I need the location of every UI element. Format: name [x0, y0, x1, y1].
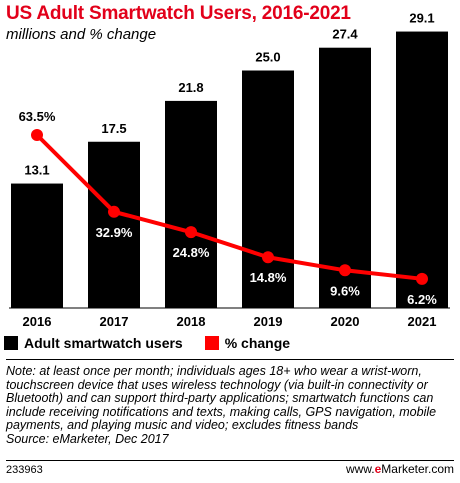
bar-label-2019: 25.0 — [255, 50, 280, 65]
x-tick-2017: 2017 — [100, 314, 129, 329]
bar-label-2018: 21.8 — [178, 80, 203, 95]
chart-legend: Adult smartwatch users % change — [4, 335, 312, 351]
bar-label-2021: 29.1 — [409, 11, 434, 26]
x-tick-2020: 2020 — [331, 314, 360, 329]
brand-prefix: www. — [345, 462, 375, 476]
legend-label-users: Adult smartwatch users — [24, 335, 183, 351]
chart-id: 233963 — [6, 464, 43, 476]
combo-chart: 13.1 2016 17.5 2017 21.8 2018 25.0 2019 27.4 2020… — [9, 11, 450, 329]
point-2018 — [185, 226, 197, 239]
brand-logo: www.eMarketer.com — [346, 462, 454, 476]
chart-subtitle: millions and % change — [6, 26, 157, 43]
line-label-2020: 9.6% — [330, 283, 360, 298]
legend-item-change: % change — [204, 335, 291, 351]
point-2020 — [339, 264, 351, 277]
brand-name: Marketer — [381, 462, 428, 476]
line-label-2018: 24.8% — [173, 245, 210, 260]
bar-label-2016: 13.1 — [24, 163, 49, 178]
x-tick-2016: 2016 — [23, 314, 52, 329]
x-tick-2019: 2019 — [254, 314, 283, 329]
bar-label-2020: 27.4 — [332, 27, 358, 42]
footer-divider — [6, 460, 454, 461]
point-2021 — [416, 272, 428, 285]
line-label-2021: 6.2% — [407, 292, 437, 307]
line-label-2016: 63.5% — [19, 109, 56, 124]
pct-change-line — [35, 133, 423, 281]
brand-e: e — [374, 462, 382, 476]
chart-title: US Adult Smartwatch Users, 2016-2021 — [6, 3, 351, 24]
legend-swatch-users — [4, 336, 18, 350]
bar-2019 — [242, 70, 294, 308]
x-tick-2018: 2018 — [177, 314, 206, 329]
source-text: Source: eMarketer, Dec 2017 — [6, 431, 169, 446]
x-tick-2021: 2021 — [408, 314, 437, 329]
footnote: Note: at least once per month; individua… — [6, 364, 454, 447]
note-text: Note: at least once per month; individua… — [6, 364, 437, 433]
divider — [6, 359, 454, 360]
line-label-2019: 14.8% — [250, 270, 287, 285]
bar-2016 — [11, 183, 63, 308]
point-2017 — [108, 205, 120, 218]
point-2016 — [31, 129, 43, 141]
bar-2018 — [165, 100, 217, 309]
bar-2021 — [396, 31, 448, 309]
line-label-2017: 32.9% — [96, 225, 133, 240]
legend-label-change: % change — [224, 335, 291, 351]
bar-label-2017: 17.5 — [101, 121, 126, 136]
brand-suffix: .com — [427, 462, 454, 476]
bar-2017 — [88, 141, 140, 308]
point-2019 — [262, 251, 274, 264]
legend-item-users: Adult smartwatch users — [4, 335, 183, 351]
legend-swatch-change — [204, 336, 219, 350]
